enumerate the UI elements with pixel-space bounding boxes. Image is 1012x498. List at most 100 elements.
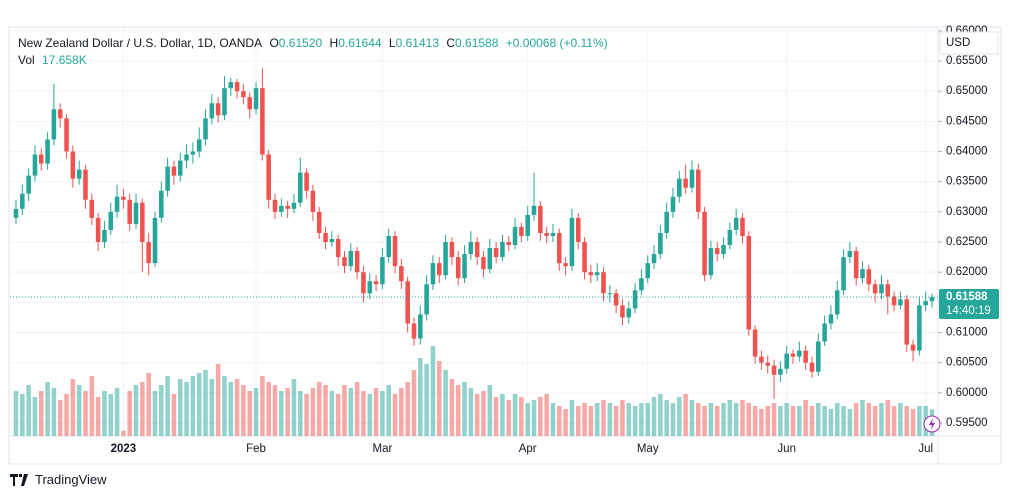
candle-body <box>449 242 455 258</box>
volume-bar <box>380 391 385 436</box>
candle-body <box>279 205 284 212</box>
change: +0.00068 (+0.11%) <box>505 36 608 50</box>
candle-body <box>910 344 916 351</box>
volume-bar <box>872 406 878 436</box>
currency-box[interactable] <box>939 31 999 55</box>
y-tick-label: 0.59500 <box>946 417 988 429</box>
volume-bar <box>752 406 758 436</box>
candle-body <box>885 284 891 297</box>
ohlc-label: H <box>329 36 339 50</box>
volume-bar <box>196 373 202 436</box>
countdown: 14:40:19 <box>946 305 991 317</box>
brand-name: TradingView <box>35 472 107 487</box>
candle-body <box>765 362 771 366</box>
volume-bar <box>76 385 82 436</box>
candle-body <box>83 169 88 200</box>
candle-body <box>260 88 265 155</box>
volume-bar <box>203 370 208 436</box>
volume-bar <box>784 403 789 436</box>
candle-body <box>411 323 417 339</box>
volume-bar <box>557 406 562 436</box>
volume-bar <box>670 403 676 436</box>
volume-bar <box>790 406 796 436</box>
candle-body <box>866 269 872 285</box>
volume-bar <box>727 400 733 436</box>
volume-pane <box>13 346 935 436</box>
volume-bar <box>329 391 335 436</box>
volume-bar <box>89 376 95 436</box>
volume-bar <box>285 388 290 436</box>
candle-body <box>702 211 707 276</box>
candle-body <box>70 151 76 179</box>
volume-bar <box>879 403 884 436</box>
volume-value: 17.658K <box>42 53 87 67</box>
volume-bar <box>841 406 846 436</box>
candle-body <box>171 166 177 176</box>
volume-bar <box>272 385 278 436</box>
candle-body <box>468 242 474 255</box>
candle-body <box>797 350 802 357</box>
candle-body <box>127 199 132 224</box>
volume-bar <box>241 385 246 436</box>
candle-body <box>778 368 783 375</box>
volume-bar <box>424 364 429 436</box>
volume-bar <box>500 394 505 436</box>
candle-body <box>525 214 530 236</box>
candle-body <box>569 217 575 267</box>
candle-body <box>860 269 865 279</box>
candle-body <box>500 242 505 258</box>
candle-body <box>64 118 69 152</box>
volume-bar <box>525 403 530 436</box>
candle-body <box>335 238 341 258</box>
volume-bar <box>455 385 461 436</box>
y-tick-label: 0.63500 <box>946 176 988 188</box>
volume-bar <box>677 397 682 436</box>
candle-body <box>76 169 82 179</box>
volume-bar <box>291 379 297 436</box>
volume-bar <box>57 400 63 436</box>
volume-bar <box>373 388 379 436</box>
volume-bar <box>102 391 107 436</box>
volume-bar <box>70 379 76 436</box>
candle-body <box>348 251 354 267</box>
volume-bar <box>64 394 69 436</box>
candle-body <box>828 314 834 324</box>
candle-body <box>752 329 758 357</box>
volume-bar <box>399 388 404 436</box>
volume-bar <box>209 379 215 436</box>
candle-body <box>203 118 208 140</box>
volume-bar <box>266 382 271 436</box>
candle-body <box>222 88 227 116</box>
candle-body <box>184 154 189 161</box>
candle-body <box>714 248 720 255</box>
candle-body <box>196 139 202 152</box>
volume-bar <box>626 403 632 436</box>
volume-bar <box>714 406 720 436</box>
volume-bar <box>828 409 834 436</box>
volume-bar <box>651 397 657 436</box>
candle-body <box>462 254 467 279</box>
volume-bar <box>443 370 448 436</box>
candle-body <box>923 301 928 306</box>
ohlc-label: O <box>269 36 279 50</box>
candle-body <box>159 190 164 218</box>
volume-bar <box>904 406 910 436</box>
candle-body <box>140 202 145 243</box>
candle-body <box>822 323 827 342</box>
candle-body <box>727 229 733 246</box>
candle-body <box>114 196 120 212</box>
volume-bar <box>411 370 417 436</box>
candle-body <box>733 217 739 230</box>
volume-bar <box>146 373 151 436</box>
volume-bar <box>222 376 227 436</box>
volume-bar <box>885 400 891 436</box>
y-tick-label: 0.61000 <box>946 327 988 339</box>
volume-bar <box>114 388 120 436</box>
candle-body <box>841 257 846 291</box>
volume-bar <box>190 376 196 436</box>
y-tick-label: 0.60500 <box>946 357 988 369</box>
volume-bar <box>639 403 644 436</box>
volume-bar <box>519 397 524 436</box>
symbol: New Zealand Dollar / U.S. Dollar, 1D, OA… <box>18 36 263 50</box>
